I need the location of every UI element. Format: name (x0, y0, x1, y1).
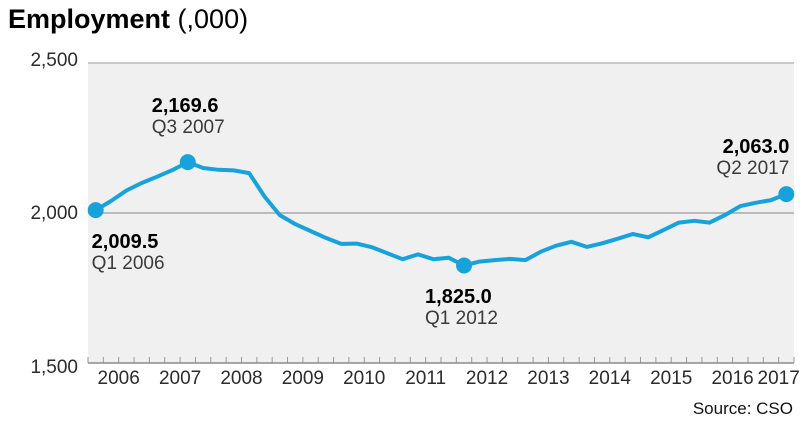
x-tick-label: 2012 (465, 368, 509, 389)
x-tick-label: 2007 (158, 368, 202, 389)
x-tick-label: 2014 (588, 368, 631, 389)
data-point-marker (456, 257, 473, 274)
point-annotation: 2,009.5 Q1 2006 (92, 231, 165, 274)
annotation-period: Q2 2017 (716, 158, 790, 180)
annotation-period: Q3 2007 (151, 117, 225, 139)
x-tick-label: 2016 (711, 368, 754, 389)
chart-title: Employment (,000) (8, 4, 248, 35)
annotation-value: 2,063.0 (722, 136, 790, 159)
point-annotation: 1,825.0 Q1 2012 (425, 286, 498, 329)
y-tick-label: 1,500 (30, 357, 78, 378)
chart-title-text: Employment (8, 4, 171, 34)
y-tick-label: 2,500 (30, 50, 78, 71)
annotation-value: 1,825.0 (425, 285, 492, 308)
x-tick-label: 2009 (281, 368, 324, 389)
x-tick-label: 2011 (405, 368, 447, 389)
source-credit: Source: CSO (692, 399, 793, 418)
data-point-marker (778, 186, 795, 203)
x-tick-label: 2008 (220, 368, 263, 389)
y-tick-label: 2,000 (30, 203, 78, 224)
chart-title-unit: (,000) (177, 4, 249, 34)
data-line (93, 160, 789, 268)
point-annotation: 2,063.0 Q2 2017 (716, 136, 789, 179)
x-tick-label: 2017 (757, 368, 800, 389)
data-point-marker (87, 202, 104, 219)
x-tick-label: 2006 (97, 368, 140, 389)
annotation-period: Q1 2006 (91, 253, 165, 275)
point-annotation: 2,169.6 Q3 2007 (152, 95, 225, 138)
annotation-value: 2,009.5 (91, 231, 159, 254)
data-point-marker (179, 154, 196, 171)
x-tick-label: 2015 (650, 368, 693, 389)
x-tick-label: 2013 (527, 368, 570, 389)
x-tick-label: 2010 (343, 368, 386, 389)
annotation-period: Q1 2012 (425, 307, 498, 329)
annotation-value: 2,169.6 (151, 95, 219, 118)
